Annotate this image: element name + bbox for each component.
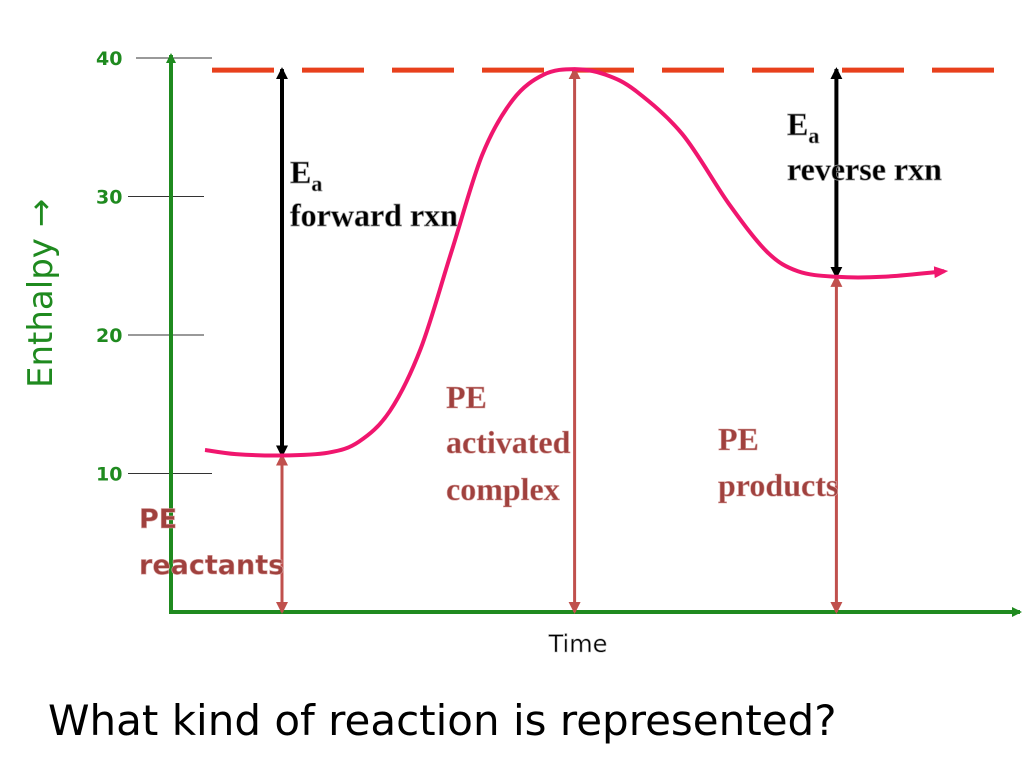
ea-forward-symbol: E	[290, 154, 311, 190]
energy-curve	[204, 67, 949, 458]
ea-reverse-symbol: E	[787, 106, 808, 142]
pe-reactants-line2: reactants	[139, 550, 284, 581]
pe-activated-line1: PE	[446, 379, 487, 415]
y-tick-label-30: 30	[96, 187, 122, 209]
y-tick-label-40: 40	[96, 48, 122, 70]
ea-reverse-label: Ea	[787, 106, 819, 148]
pe-products-line2: products	[718, 467, 838, 503]
ea-reverse-subscript: a	[808, 123, 819, 148]
pe-reactants-line1: PE	[139, 504, 177, 535]
ea-reverse-caption: reverse rxn	[787, 151, 942, 187]
pe-activated-line2: activated	[446, 424, 571, 460]
y-axis-label: Enthalpy →	[21, 199, 61, 388]
ea-forward-label: Ea	[290, 154, 322, 196]
pe-products-line1: PE	[718, 421, 759, 457]
y-tick-labels: 10 20 30 40	[96, 48, 122, 486]
question-text: What kind of reaction is represented?	[48, 696, 837, 745]
x-axis-label: Time	[548, 630, 608, 658]
y-tick-label-10: 10	[96, 464, 122, 486]
pe-activated-line3: complex	[446, 471, 560, 507]
y-tick-label-20: 20	[96, 325, 122, 347]
arrows-group	[276, 67, 843, 614]
ea-forward-subscript: a	[311, 171, 322, 196]
ea-forward-caption: forward rxn	[290, 197, 458, 233]
